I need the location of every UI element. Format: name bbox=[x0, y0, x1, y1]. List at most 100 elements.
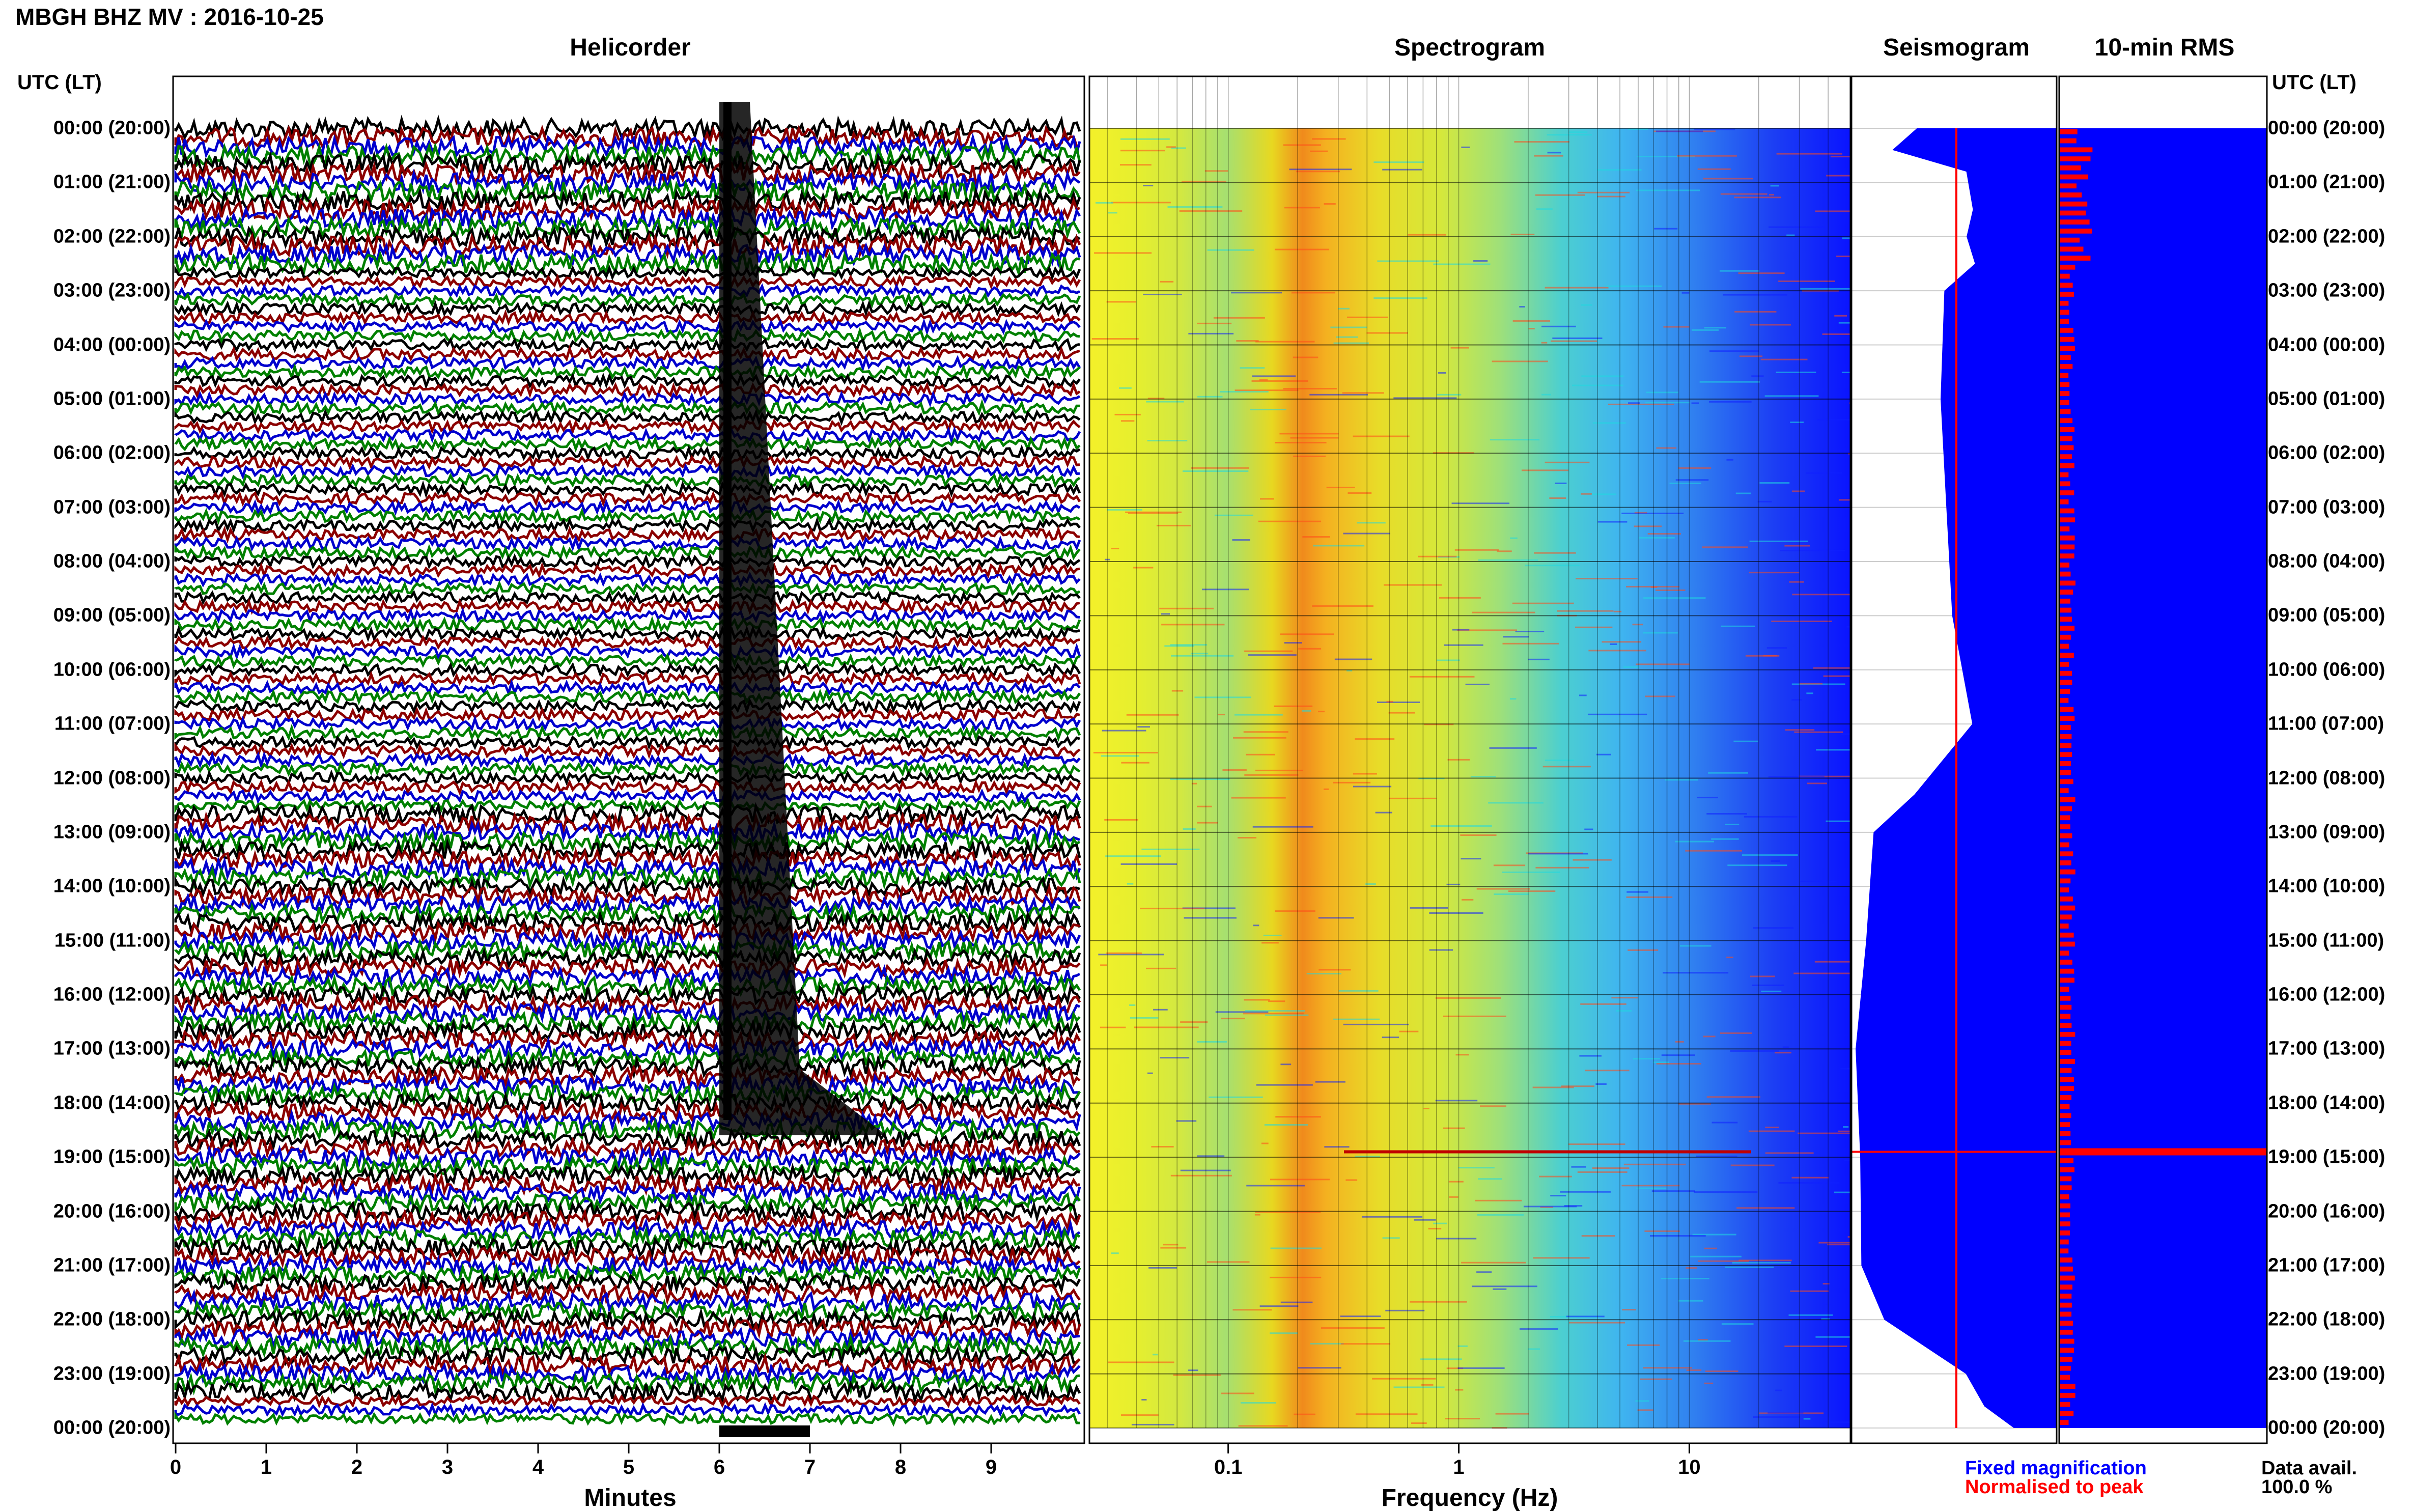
spectrogram-streak bbox=[1437, 659, 1460, 661]
rms-bar bbox=[2059, 237, 2080, 243]
time-label-left: 15:00 (11:00) bbox=[54, 930, 171, 951]
spectrogram-streak bbox=[1686, 1267, 1697, 1269]
helicorder-trace bbox=[174, 1199, 1081, 1224]
spectrogram-streak bbox=[1778, 1182, 1840, 1184]
spectrogram-streak bbox=[1592, 422, 1626, 424]
spectrogram-streak bbox=[1502, 871, 1560, 873]
spectrogram-streak bbox=[1261, 1142, 1269, 1144]
spectrogram-streak bbox=[1523, 1206, 1577, 1208]
spectrogram-streak bbox=[1191, 467, 1249, 469]
helicorder-trace bbox=[174, 1217, 1081, 1242]
spectrogram-streak bbox=[1108, 212, 1117, 214]
spectrogram-streak bbox=[1640, 1378, 1672, 1380]
spectrogram-streak bbox=[1357, 522, 1386, 524]
spectrogram-streak bbox=[1691, 329, 1719, 331]
spectrogram-streak bbox=[1384, 584, 1442, 586]
spectrogram-streak bbox=[1654, 228, 1678, 230]
page-title: MBGH BHZ MV : 2016-10-25 bbox=[15, 4, 324, 30]
spectrogram-streak bbox=[1547, 134, 1592, 136]
rms-bar bbox=[2059, 1059, 2075, 1064]
spectrogram-streak bbox=[1255, 1211, 1321, 1213]
spectrogram-streak bbox=[1821, 1318, 1830, 1320]
time-label-left: 17:00 (13:00) bbox=[53, 1038, 171, 1059]
spectrogram-streak bbox=[1608, 403, 1674, 405]
spectrogram-streak bbox=[1373, 297, 1427, 299]
spectrogram-streak bbox=[1674, 841, 1715, 843]
rms-bar bbox=[2059, 337, 2074, 342]
spectrogram-streak bbox=[1197, 396, 1223, 398]
spectrogram-streak bbox=[1134, 1026, 1199, 1028]
helicorder-trace bbox=[174, 615, 1081, 634]
helicorder-trace bbox=[174, 435, 1081, 453]
spectrogram-streak bbox=[1533, 1257, 1590, 1259]
spectrogram-streak bbox=[1324, 1146, 1350, 1148]
helicorder-event-burst bbox=[719, 102, 886, 1135]
spectrogram-streak bbox=[1280, 633, 1334, 635]
spectrogram-streak bbox=[1410, 907, 1448, 909]
spectrogram-streak bbox=[1591, 493, 1616, 495]
spectrogram-streak bbox=[1752, 984, 1784, 986]
helicorder-trace bbox=[174, 991, 1081, 1017]
rms-bar bbox=[2059, 598, 2070, 604]
helicorder-trace bbox=[174, 265, 1081, 281]
spectrogram-streak bbox=[1435, 997, 1501, 999]
spectrogram-streak bbox=[1732, 1262, 1791, 1264]
spectrogram-streak bbox=[1510, 234, 1535, 236]
rms-bar bbox=[2059, 707, 2074, 712]
time-label-left: 12:00 (08:00) bbox=[53, 767, 171, 789]
rms-bar bbox=[2059, 1302, 2072, 1308]
spectrogram-streak bbox=[1321, 1327, 1385, 1329]
spectrogram-streak bbox=[1293, 455, 1326, 457]
spectrogram-streak bbox=[1449, 1196, 1458, 1198]
rms-bar bbox=[2059, 1104, 2070, 1109]
spectrogram-streak bbox=[1579, 694, 1587, 696]
helicorder-trace bbox=[174, 797, 1081, 814]
spectrogram-streak bbox=[1182, 181, 1226, 183]
rms-bar bbox=[2059, 1176, 2072, 1182]
spectrogram-streak bbox=[1545, 760, 1574, 762]
spectrogram-streak bbox=[1333, 1018, 1380, 1020]
spectrogram-streak bbox=[1636, 1187, 1667, 1189]
helicorder-trace bbox=[174, 760, 1081, 778]
spectrogram-streak bbox=[1324, 203, 1336, 205]
time-label-right: 20:00 (16:00) bbox=[2268, 1200, 2386, 1222]
rms-bar bbox=[2059, 1023, 2072, 1028]
helicorder-trace bbox=[174, 444, 1081, 462]
rms-bar bbox=[2059, 1167, 2074, 1172]
spectrogram-streak bbox=[1725, 1266, 1774, 1268]
helicorder-trace bbox=[174, 883, 1081, 909]
spectrogram-streak bbox=[1194, 696, 1251, 698]
rms-bar bbox=[2059, 210, 2086, 216]
spectrogram-streak bbox=[1759, 482, 1790, 484]
helicorder-trace bbox=[174, 463, 1080, 480]
spectrogram-streak bbox=[1541, 342, 1548, 344]
spectrogram-streak bbox=[1274, 248, 1330, 250]
spectrogram-streak bbox=[1098, 954, 1164, 956]
rms-bar bbox=[2059, 319, 2069, 324]
spectrogram-streak bbox=[1727, 864, 1787, 866]
spectrogram-streak bbox=[1462, 899, 1474, 901]
rms-bar bbox=[2059, 977, 2075, 983]
spectrogram-streak bbox=[1317, 711, 1325, 713]
spectrogram-streak bbox=[1409, 676, 1475, 678]
spectrogram-streak bbox=[1348, 492, 1372, 494]
spectrogram-streak bbox=[1160, 281, 1174, 283]
spectrogram-title: Spectrogram bbox=[1394, 34, 1546, 61]
spectrogram-streak bbox=[1726, 957, 1733, 959]
spectrogram-streak bbox=[1280, 1301, 1313, 1303]
spectrogram-streak bbox=[1312, 605, 1373, 607]
spectrogram-streak bbox=[1333, 342, 1369, 344]
spectrogram-streak bbox=[1163, 1244, 1179, 1246]
spectrogram-streak bbox=[1472, 611, 1535, 613]
rms-bar bbox=[2059, 165, 2082, 171]
spectrogram-streak bbox=[1632, 624, 1643, 626]
rms-bar bbox=[2059, 950, 2069, 956]
spectrogram-streak bbox=[1751, 375, 1764, 377]
rms-bar bbox=[2059, 626, 2075, 631]
spectrogram-streak bbox=[1421, 1384, 1434, 1386]
helicorder-trace bbox=[174, 697, 1081, 715]
spectrogram-streak bbox=[1647, 533, 1681, 535]
spectrogram-streak bbox=[1646, 391, 1678, 394]
spectrogram-streak bbox=[1656, 1062, 1702, 1065]
helicorder-trace bbox=[174, 562, 1080, 579]
